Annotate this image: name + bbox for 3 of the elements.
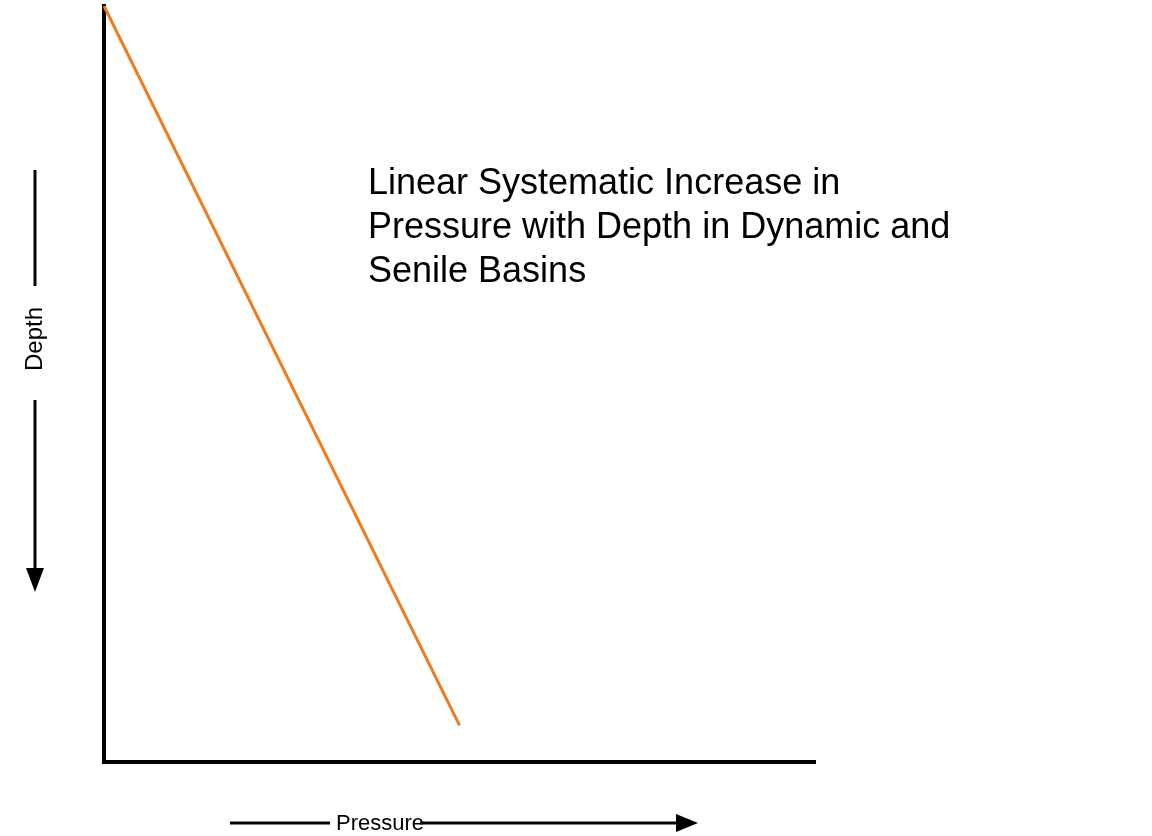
annotation: Linear Systematic Increase in Pressure with Depth in Dynamic and Senile Basins	[368, 160, 952, 292]
y-axis-title: Depth	[20, 306, 48, 374]
x-axis-title: Pressure	[336, 810, 425, 836]
